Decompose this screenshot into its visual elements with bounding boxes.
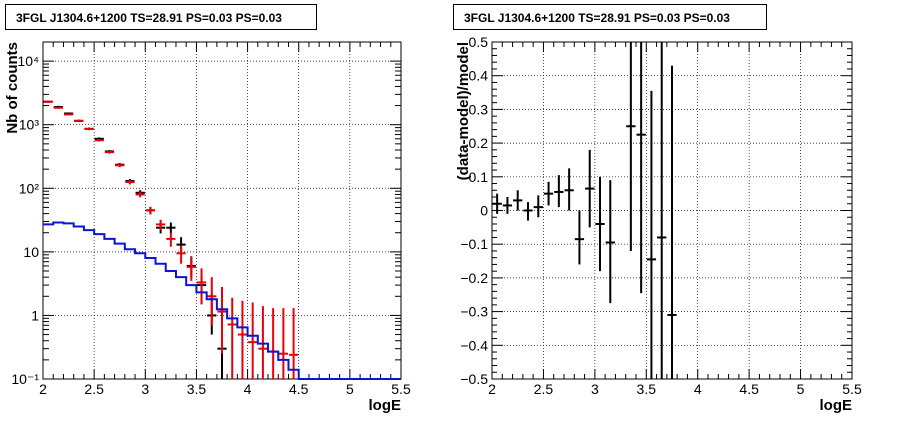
y-tick-label: −0.2 [460, 270, 488, 286]
x-tick-label: 5.5 [842, 381, 862, 397]
y-tick-label: 0.2 [469, 135, 489, 151]
x-tick-label: 3.5 [637, 381, 657, 397]
counts-panel: 2 2.5 3 3.5 4 4.5 5 5.5 10⁻¹ 1 10 10² 10³ 10⁴ logE Nb o… [4, 41, 411, 414]
x-tick-label: 2 [488, 381, 496, 397]
y-tick-label: −0.4 [460, 337, 488, 353]
y-tick-label: −0.3 [460, 304, 488, 320]
y-axis-title: (data-model)/model [455, 42, 472, 180]
x-tick-label: 3 [141, 381, 149, 397]
y-tick-label: 0.4 [469, 68, 489, 84]
y-tick-label: 10⁴ [17, 53, 39, 69]
x-tick-label: 4.5 [289, 381, 309, 397]
x-tick-label: 4.5 [739, 381, 759, 397]
x-tick-label: 5.5 [391, 381, 411, 397]
y-tick-label: 10 [23, 244, 39, 260]
y-tick-label: 10² [19, 180, 40, 196]
y-tick-label: 10⁻¹ [11, 371, 39, 387]
y-tick-label: 0.1 [469, 169, 489, 185]
y-tick-label: 1 [31, 307, 39, 323]
x-axis-title: logE [369, 397, 402, 414]
x-tick-label: 3.5 [187, 381, 207, 397]
y-tick-label: −0.5 [460, 371, 488, 387]
model-background-step-line [43, 221, 401, 380]
x-tick-label: 2 [39, 381, 47, 397]
y-tick-label: 0 [480, 203, 488, 219]
y-axis-title: Nb of counts [4, 42, 21, 134]
x-tick-label: 2.5 [534, 381, 554, 397]
y-tick-label: −0.1 [460, 236, 488, 252]
x-tick-label: 4 [244, 381, 252, 397]
x-tick-label: 5 [797, 381, 805, 397]
x-tick-label: 5 [346, 381, 354, 397]
y-tick-label: 0.5 [469, 34, 489, 50]
x-tick-label: 4 [694, 381, 702, 397]
y-tick-label: 0.3 [469, 101, 489, 117]
counts-panel-title: 3FGL J1304.6+1200 TS=28.91 PS=0.03 PS=0.… [5, 4, 317, 30]
residuals-panel: 2 2.5 3 3.5 4 4.5 5 5.5 −0.5 −0.4 −0.3 −0.2 −0.1 0 0.1… [455, 34, 862, 414]
residuals-panel-title: 3FGL J1304.6+1200 TS=28.91 PS=0.03 PS=0.… [453, 4, 767, 30]
x-tick-label: 2.5 [84, 381, 104, 397]
x-axis-title: logE [820, 397, 853, 414]
x-tick-label: 3 [591, 381, 599, 397]
y-tick-label: 10³ [19, 117, 40, 133]
